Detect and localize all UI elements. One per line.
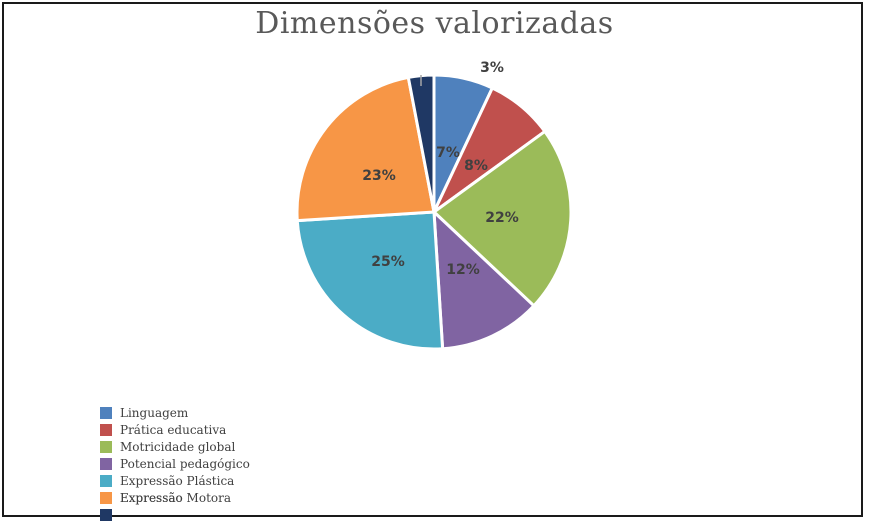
data-label-7: 3% — [480, 60, 504, 76]
pie-slice-3 — [432, 208, 536, 351]
legend-label-2: Motricidade global — [120, 440, 236, 454]
data-label-0: 7% — [436, 145, 460, 161]
legend-swatch-5 — [100, 492, 112, 504]
pie-slice-2 — [431, 129, 573, 308]
legend-label-6: Expressão — [120, 491, 183, 505]
legend-label-1: Prática educativa — [120, 423, 227, 437]
legend-swatch-7 — [100, 509, 112, 521]
legend-label-5: Expressão Motora — [120, 491, 232, 505]
legend-swatch-3 — [100, 458, 112, 470]
legend-swatch-0 — [100, 407, 112, 419]
legend-swatch-1 — [100, 424, 112, 436]
legend-label-3: Potencial pedagógico — [120, 457, 250, 471]
data-label-1: 8% — [464, 158, 488, 174]
legend-swatch-2 — [100, 441, 112, 453]
legend-swatch-4 — [100, 475, 112, 487]
chart-title: Dimensões valorizadas — [255, 6, 614, 41]
data-label-5: 23% — [362, 168, 396, 184]
pie-slice-4 — [295, 210, 445, 351]
legend-label-0: Linguagem — [120, 406, 189, 420]
data-label-2: 22% — [485, 210, 519, 226]
pie-slice-5 — [295, 75, 436, 223]
data-label-3: 12% — [446, 262, 480, 278]
data-label-4: 25% — [371, 254, 405, 270]
legend-label-4: Expressão Plástica — [120, 474, 235, 488]
